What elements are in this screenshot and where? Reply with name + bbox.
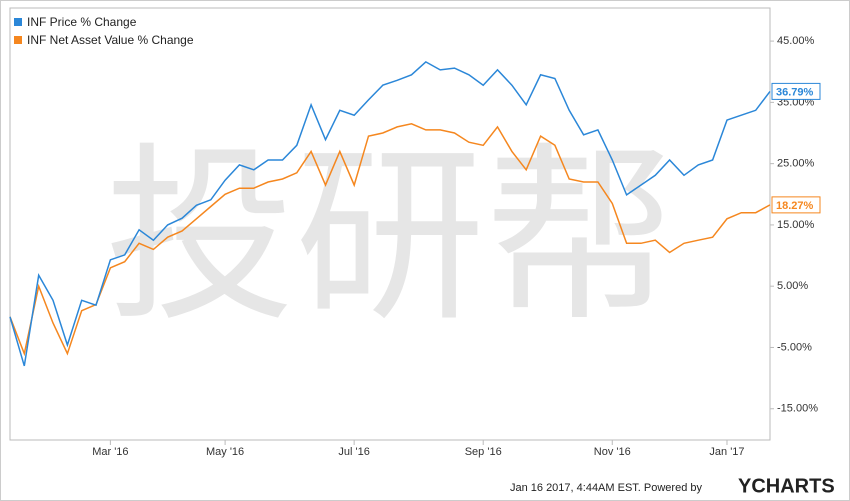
- end-label: 36.79%: [776, 86, 814, 98]
- x-tick-label: Jan '17: [709, 446, 744, 458]
- end-label-group: 18.27%: [771, 196, 821, 214]
- end-label: 18.27%: [776, 200, 814, 212]
- y-tick-label: -15.00%: [777, 403, 818, 415]
- x-tick-label: Sep '16: [465, 446, 502, 458]
- legend-label: INF Price % Change: [27, 15, 137, 29]
- x-tick-label: May '16: [206, 446, 244, 458]
- series-line: [9, 60, 771, 367]
- y-tick-label: 5.00%: [777, 280, 808, 292]
- legend: INF Price % Change INF Net Asset Value % …: [11, 9, 216, 49]
- y-tick-label: 15.00%: [777, 219, 815, 231]
- x-tick-label: Mar '16: [92, 446, 128, 458]
- series-line: [9, 123, 771, 357]
- y-tick-label: -5.00%: [777, 341, 812, 353]
- legend-bg: [11, 9, 216, 49]
- y-tick-label: 45.00%: [777, 35, 815, 47]
- footer: Jan 16 2017, 4:44AM EST. Powered by: [510, 482, 703, 494]
- y-tick-label: 25.00%: [777, 158, 815, 170]
- end-label-box: [771, 196, 821, 214]
- x-tick-label: Nov '16: [594, 446, 631, 458]
- watermark: 投研帮: [105, 126, 675, 347]
- logo: YCHARTS: [738, 475, 835, 497]
- legend-label: INF Net Asset Value % Change: [27, 33, 194, 47]
- x-tick-label: Jul '16: [338, 446, 369, 458]
- legend-swatch: [14, 36, 22, 44]
- plot-area: [9, 7, 771, 441]
- legend-swatch: [14, 18, 22, 26]
- end-label-box: [771, 82, 821, 100]
- end-label-group: 36.79%: [771, 82, 821, 100]
